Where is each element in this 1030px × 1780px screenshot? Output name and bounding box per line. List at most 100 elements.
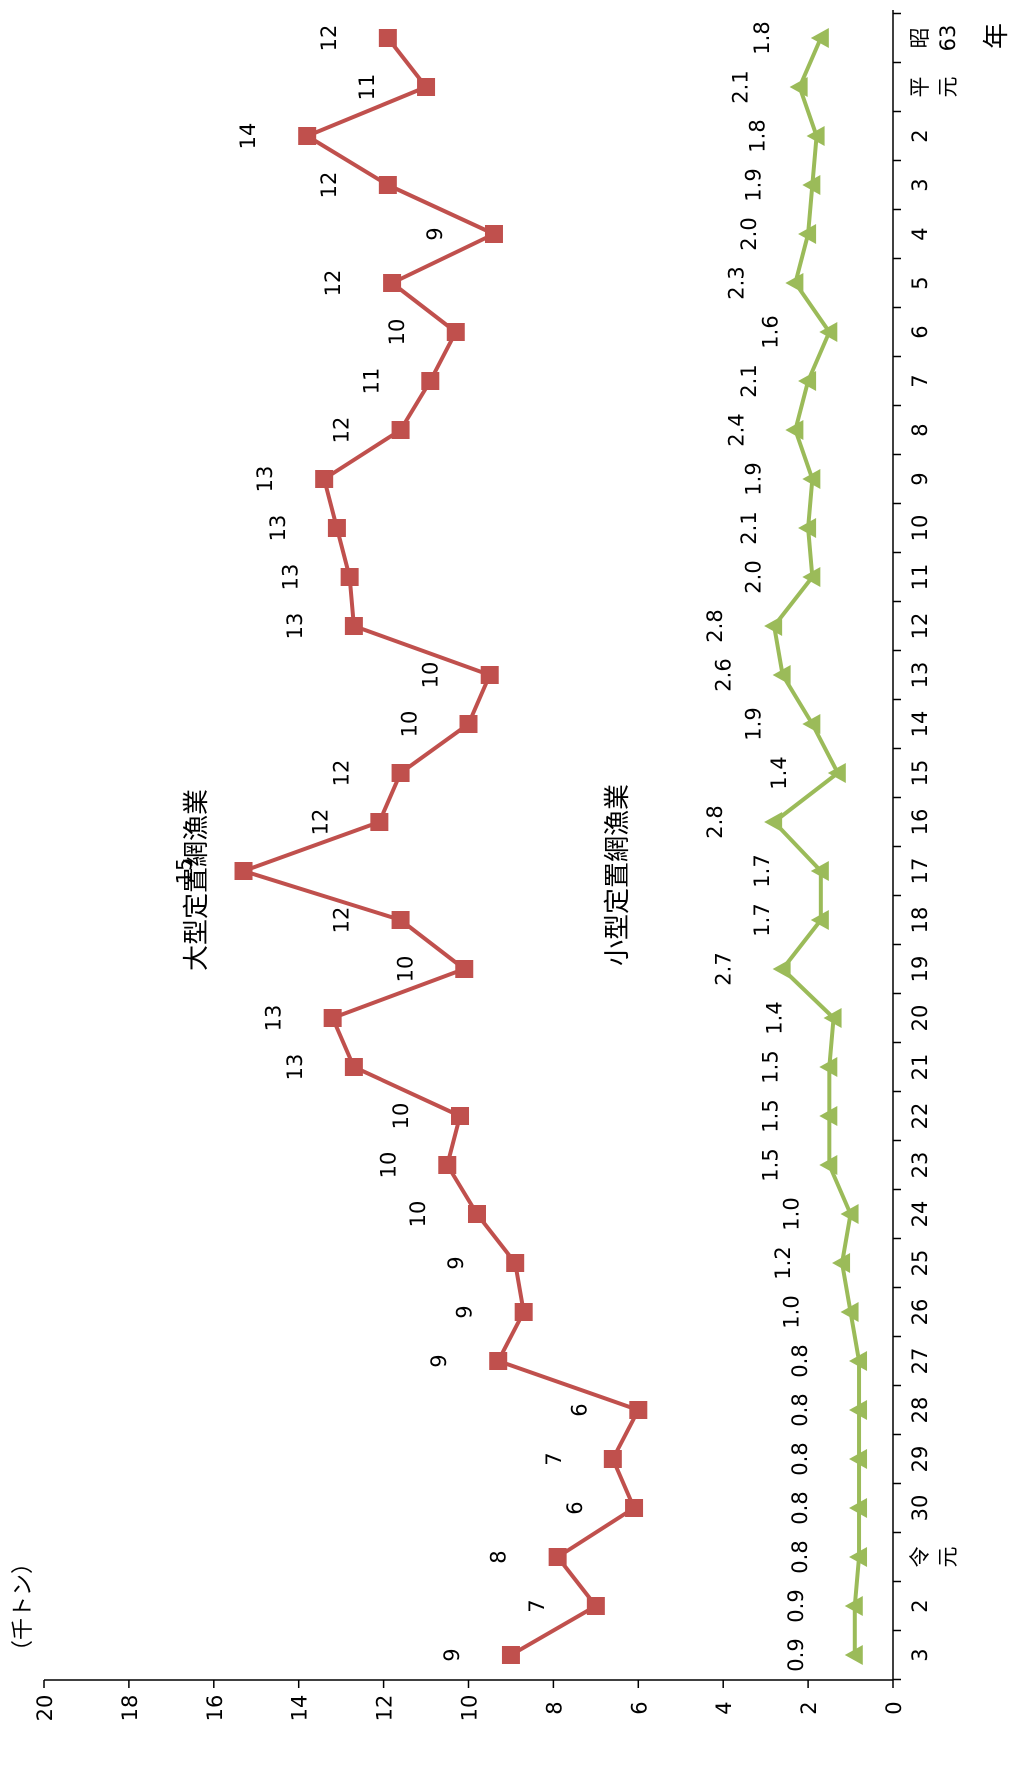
data-point-marker [849,1449,868,1469]
category-tick-label: 4 [908,227,932,240]
data-point-marker [844,1645,863,1665]
value-tick-label: 0 [882,1701,906,1714]
data-label: 10 [376,1152,400,1179]
data-point-marker [823,1008,842,1028]
data-point-marker [629,1401,648,1419]
data-label: 1.7 [750,903,774,936]
data-point-marker [370,813,389,831]
data-point-marker [446,323,465,341]
series-name-small: 小型定置網漁業 [603,784,633,966]
data-point-marker [340,568,359,586]
category-tick-label: 29 [908,1446,932,1473]
unit-label: （千トン） [11,1552,36,1662]
data-label: 9 [440,1648,464,1661]
data-label: 1.2 [771,1246,795,1279]
category-tick-label: 7 [908,374,932,387]
data-point-marker [810,28,829,48]
data-label: 6 [567,1403,591,1416]
data-label: 1.4 [767,756,791,789]
data-point-marker [819,1155,838,1175]
data-point-marker [849,1351,868,1371]
value-tick-label: 2 [797,1701,821,1714]
data-label: 0.9 [784,1638,808,1671]
data-label: 2.7 [712,952,736,985]
series-small-set-net: 1.8 2.1 1.8 1.9 2.0 2.3 1.6 2.1 2.4 1.9 2.1 2.0 2.8 2… [703,21,868,1672]
data-label: 9 [444,1256,468,1269]
data-label: 15 [173,858,197,885]
category-tick-label: 2 [908,129,932,142]
data-point-marker [798,371,817,391]
data-point-marker [378,176,397,194]
category-tick-label: 13 [908,662,932,689]
data-label: 13 [283,1054,307,1081]
data-point-marker [764,812,783,832]
data-label: 1.6 [758,315,782,348]
data-point-marker [484,225,503,243]
category-tick-label: 63 [936,25,960,52]
category-axis-title: 年 [982,23,1012,49]
category-tick-label: 14 [908,711,932,738]
value-tick-label: 16 [203,1695,227,1722]
category-tick-label: 22 [908,1103,932,1130]
data-label: 1.5 [758,1099,782,1132]
series-large-set-net: 1211141291210111213131313101012121512101… [173,25,648,1664]
data-label: 12 [308,809,332,836]
data-label: 10 [398,711,422,738]
data-point-marker [234,862,253,880]
data-point-marker [459,715,478,733]
data-point-marker [840,1204,859,1224]
series-group: 1211141291210111213131313101012121512101… [173,21,868,1672]
data-point-marker [489,1352,508,1370]
category-tick-label: 8 [908,423,932,436]
data-label: 13 [283,613,307,640]
data-point-marker [391,911,410,929]
data-label: 2.8 [703,805,727,838]
data-label: 9 [427,1354,451,1367]
value-tick-label: 18 [118,1695,142,1722]
data-point-marker [785,273,804,293]
data-label: 8 [487,1550,511,1563]
category-tick-label: 10 [908,515,932,542]
data-point-marker [438,1156,457,1174]
data-point-marker [383,274,402,292]
data-label: 9 [453,1305,477,1318]
data-point-marker [501,1646,520,1664]
data-label: 2.6 [712,658,736,691]
value-tick-label: 12 [373,1695,397,1722]
data-label: 1.5 [758,1050,782,1083]
data-label: 0.9 [784,1589,808,1622]
category-tick-label: 5 [908,276,932,289]
data-point-marker [844,1596,863,1616]
data-label: 1.9 [741,462,765,495]
data-point-marker [514,1303,533,1321]
data-point-marker [391,764,410,782]
data-label: 2.4 [724,413,748,446]
data-label: 13 [262,1005,286,1032]
data-point-marker [789,77,808,97]
category-tick-label: 25 [908,1250,932,1277]
data-point-marker [378,29,397,47]
data-point-marker [772,959,791,979]
category-tick-label: 昭 [908,28,932,49]
data-label: 2.0 [741,560,765,593]
data-point-marker [603,1450,622,1468]
value-tick-label: 4 [712,1701,736,1714]
series-name-large: 大型定置網漁業 [182,789,212,971]
category-tick-label: 26 [908,1299,932,1326]
category-tick-label: 元 [936,77,960,98]
category-tick-label: 16 [908,809,932,836]
data-point-marker [810,861,829,881]
data-label: 1.5 [758,1148,782,1181]
series-line [772,37,862,1655]
data-label: 12 [330,907,354,934]
data-label: 7 [525,1599,549,1612]
category-tick-label: 3 [908,178,932,191]
data-point-marker [344,1058,363,1076]
data-label: 12 [321,270,345,297]
category-tick-label: 12 [908,613,932,640]
data-label: 2.3 [724,266,748,299]
category-tick-label: 3 [908,1648,932,1661]
data-point-marker [806,126,825,146]
category-tick-label: 28 [908,1397,932,1424]
